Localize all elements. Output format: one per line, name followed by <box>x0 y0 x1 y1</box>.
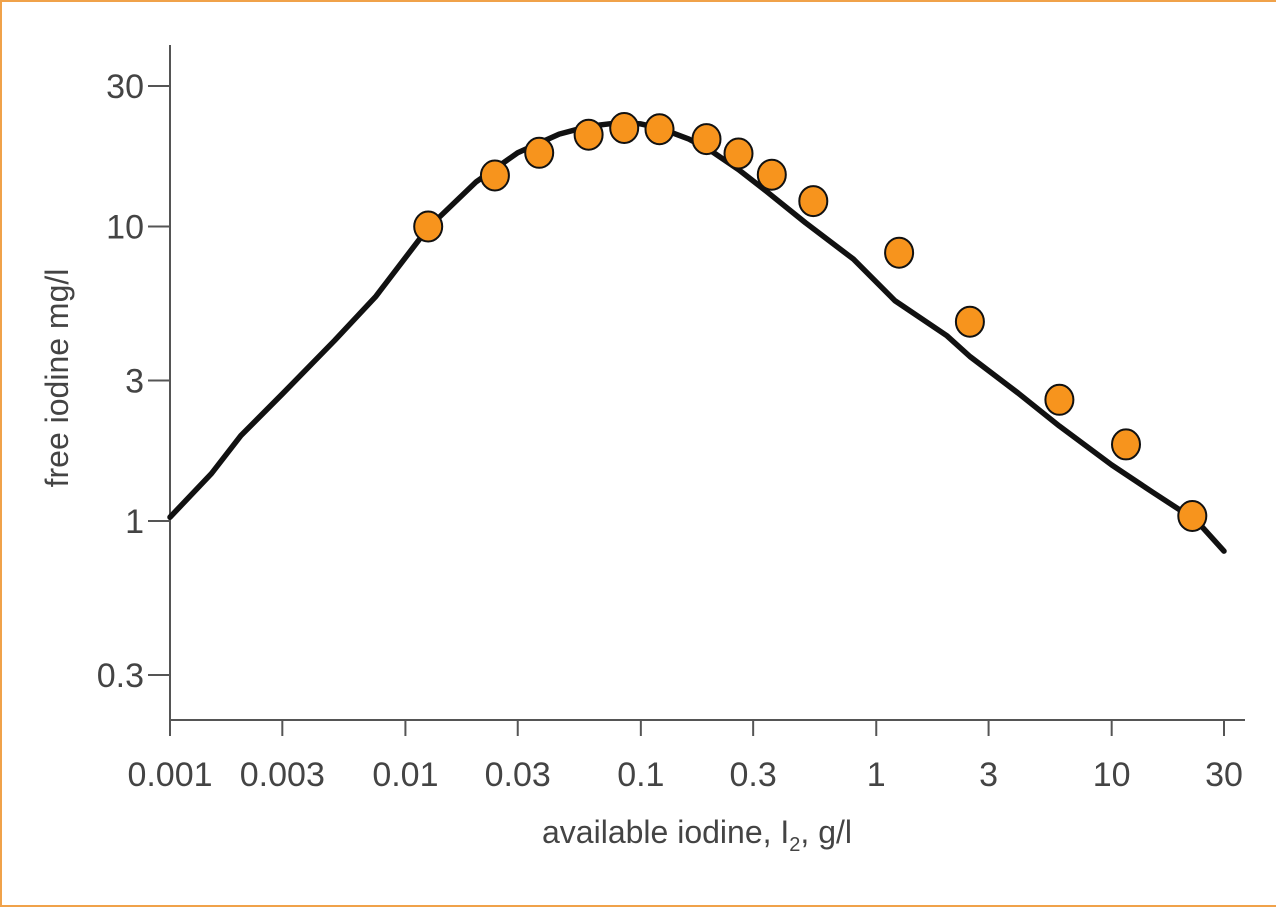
data-point <box>884 236 915 269</box>
y-tick-label: 0.3 <box>97 657 144 695</box>
data-point <box>691 123 722 156</box>
x-tick-label: 0.3 <box>730 756 777 794</box>
data-point <box>1111 428 1141 461</box>
x-tick-label: 30 <box>1205 756 1243 794</box>
data-point <box>479 159 510 192</box>
x-tick-label: 0.001 <box>127 756 212 794</box>
data-point <box>756 158 787 191</box>
y-tick-label: 30 <box>106 68 144 106</box>
data-point <box>573 118 604 151</box>
y-tick-label: 1 <box>125 503 144 541</box>
data-point <box>644 113 675 146</box>
x-tick-label: 0.1 <box>617 756 664 794</box>
data-point <box>1044 383 1075 416</box>
y-axis-title: free iodine mg/l <box>39 269 75 488</box>
data-point <box>413 210 444 243</box>
data-point <box>524 136 555 169</box>
data-point <box>954 305 985 338</box>
axes <box>169 45 1245 721</box>
data-point <box>1177 500 1208 532</box>
data-point <box>723 137 754 170</box>
x-tick-label: 0.03 <box>485 756 551 794</box>
x-axis-title-main: available iodine, I <box>542 814 789 850</box>
data-point <box>609 112 640 144</box>
x-tick-label: 0.003 <box>240 756 325 794</box>
data-point <box>798 185 829 218</box>
x-tick-label: 10 <box>1093 756 1131 794</box>
fit-curve <box>167 120 1227 554</box>
x-tick-label: 3 <box>979 756 998 794</box>
x-axis-title-suffix: , g/l <box>800 814 852 850</box>
x-axis-title: available iodine, I2, g/l <box>542 814 852 856</box>
x-tick-label: 0.01 <box>372 756 438 794</box>
ticks: 0.3 1 3 10 30 0.001 0.003 0.01 0.03 0.1 0.3 1 3 10 30 <box>97 68 1243 794</box>
x-tick-label: 1 <box>867 756 886 794</box>
y-tick-label: 3 <box>125 362 144 400</box>
x-axis-title-subscript: 2 <box>789 834 800 856</box>
series <box>167 112 1227 554</box>
y-tick-label: 10 <box>106 209 144 247</box>
